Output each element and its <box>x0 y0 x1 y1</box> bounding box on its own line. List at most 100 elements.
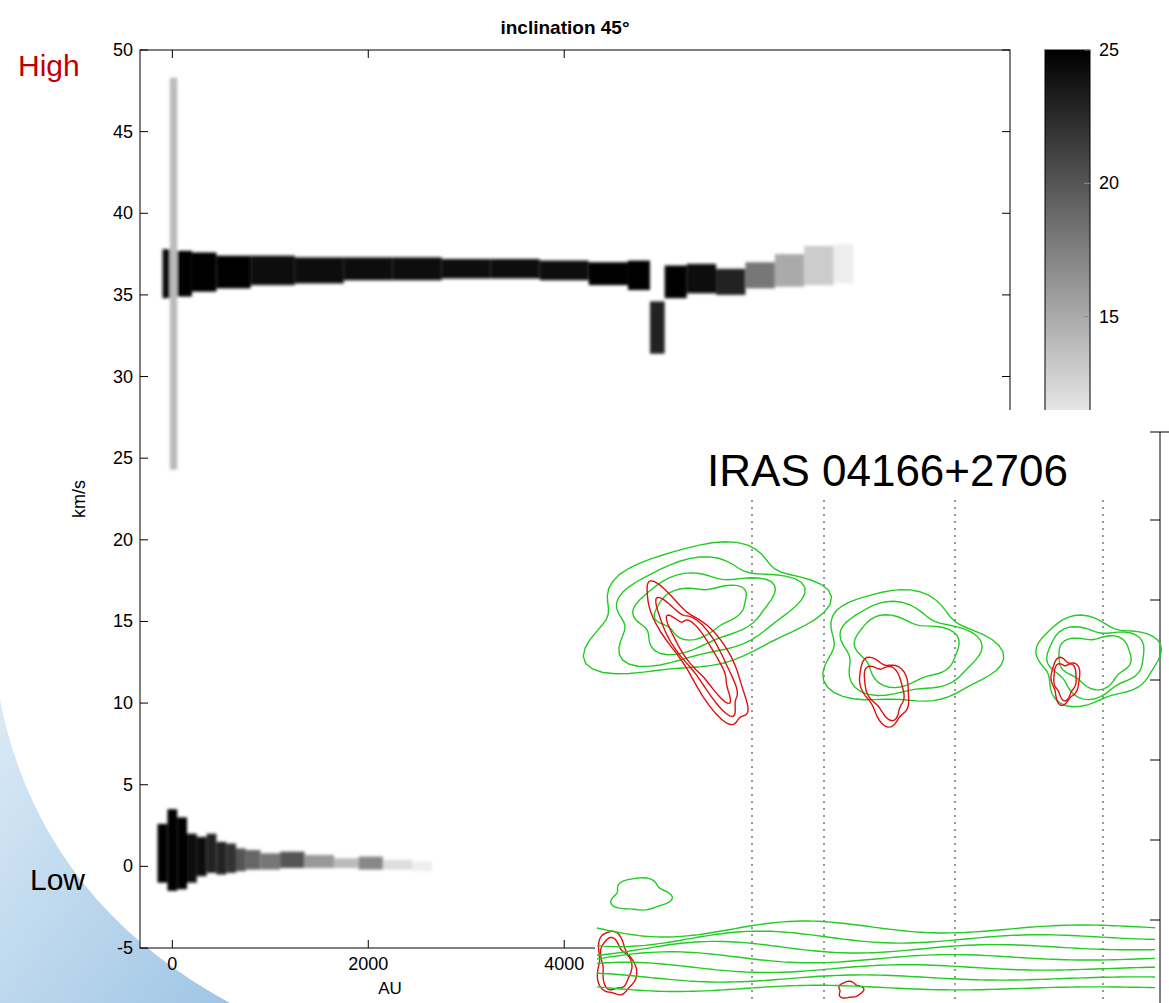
x-tick-label: 2000 <box>348 954 388 974</box>
inset-guide <box>824 500 825 1003</box>
inset-title: IRAS 04166+2706 <box>707 446 1068 495</box>
density-cell <box>491 259 540 279</box>
background <box>0 0 1169 1003</box>
inset-axis <box>1160 432 1161 1003</box>
density-cell <box>251 256 295 285</box>
inset-contour <box>647 581 748 725</box>
density-cell <box>226 844 236 873</box>
inset-contour <box>601 937 633 989</box>
density-cell <box>187 834 197 883</box>
y-tick <box>1002 131 1010 132</box>
density-cell <box>383 860 412 870</box>
page: -505101520253035404550020004000inclinati… <box>0 0 1169 1003</box>
density-cell <box>442 259 491 279</box>
y-tick-label: 15 <box>113 611 133 631</box>
y-axis-title: km/s <box>69 480 89 518</box>
density-cell <box>628 261 650 290</box>
density-cell <box>775 254 804 287</box>
x-tick-label: 4000 <box>544 954 584 974</box>
inset-tick <box>1150 600 1160 601</box>
density-cell <box>589 262 628 285</box>
inset-contour <box>823 590 1004 702</box>
density-cell <box>216 842 226 875</box>
inset-contour <box>840 601 982 695</box>
density-cell <box>170 78 177 470</box>
inset-panel <box>595 410 1169 1003</box>
y-tick <box>1002 50 1010 51</box>
y-tick <box>140 621 148 622</box>
inset-guide <box>752 500 753 1003</box>
density-cell <box>393 257 442 280</box>
inset-contour <box>597 985 1155 991</box>
y-tick <box>140 294 148 295</box>
inset-contour <box>1047 627 1144 700</box>
density-cell <box>177 251 192 297</box>
density-cell <box>197 837 207 876</box>
density-cell <box>540 261 589 281</box>
density-cell <box>295 257 344 283</box>
density-cell <box>261 853 281 869</box>
y-tick-label: -5 <box>117 938 133 958</box>
y-tick-label: 35 <box>113 285 133 305</box>
inset-contour <box>597 962 1155 972</box>
density-cell <box>216 256 250 289</box>
inset-contour <box>597 952 1155 963</box>
y-tick-label: 30 <box>113 367 133 387</box>
y-tick <box>140 866 148 867</box>
density-cell <box>665 266 687 299</box>
density-cell <box>246 850 261 870</box>
y-tick <box>1002 294 1010 295</box>
inset-contour <box>1054 664 1076 701</box>
density-cell <box>716 269 745 295</box>
inset-contour <box>597 921 1155 937</box>
annotation: High <box>18 49 80 82</box>
y-tick-label: 40 <box>113 203 133 223</box>
y-tick-label: 45 <box>113 122 133 142</box>
inset-contour <box>597 973 1155 982</box>
density-cell <box>158 824 168 883</box>
colorbar <box>1045 50 1090 450</box>
inset-tick <box>1150 680 1160 681</box>
density-cell <box>236 848 246 871</box>
y-tick-label: 50 <box>113 40 133 60</box>
inset-contour <box>583 542 831 674</box>
x-tick <box>564 50 565 58</box>
title: inclination 45° <box>500 17 629 38</box>
y-tick <box>140 539 148 540</box>
y-tick <box>140 458 148 459</box>
density-cell <box>358 857 382 870</box>
density-cell <box>687 264 716 293</box>
density-cell <box>167 809 177 891</box>
y-tick <box>140 376 148 377</box>
y-tick <box>140 784 148 785</box>
y-tick-label: 25 <box>113 448 133 468</box>
inset-group <box>583 432 1169 1003</box>
colorbar-tick-label: 15 <box>1099 307 1119 327</box>
x-tick <box>172 50 173 58</box>
inset-contour <box>1036 615 1162 707</box>
density-cell <box>177 817 187 889</box>
inset-tick <box>1150 520 1160 521</box>
x-tick <box>368 940 369 948</box>
annotation: Low <box>30 863 85 896</box>
y-tick-label: 20 <box>113 530 133 550</box>
inset-tick <box>1150 920 1160 921</box>
y-tick <box>140 131 148 132</box>
inset-contour <box>839 981 864 998</box>
inset-guide <box>1103 500 1104 1003</box>
density-cell <box>344 257 393 280</box>
y-tick-label: 0 <box>123 856 133 876</box>
density-cell <box>207 834 217 873</box>
inset-tick <box>1150 760 1160 761</box>
y-tick <box>140 213 148 214</box>
x-tick <box>564 940 565 948</box>
density-cell <box>192 252 216 291</box>
y-tick <box>1002 376 1010 377</box>
x-tick <box>368 50 369 58</box>
density-cell <box>305 855 334 868</box>
inset-contour <box>633 573 776 655</box>
density-cell <box>834 244 854 283</box>
x-axis-title: AU <box>378 979 402 998</box>
density-cell <box>280 852 304 868</box>
y-tick <box>140 948 148 949</box>
